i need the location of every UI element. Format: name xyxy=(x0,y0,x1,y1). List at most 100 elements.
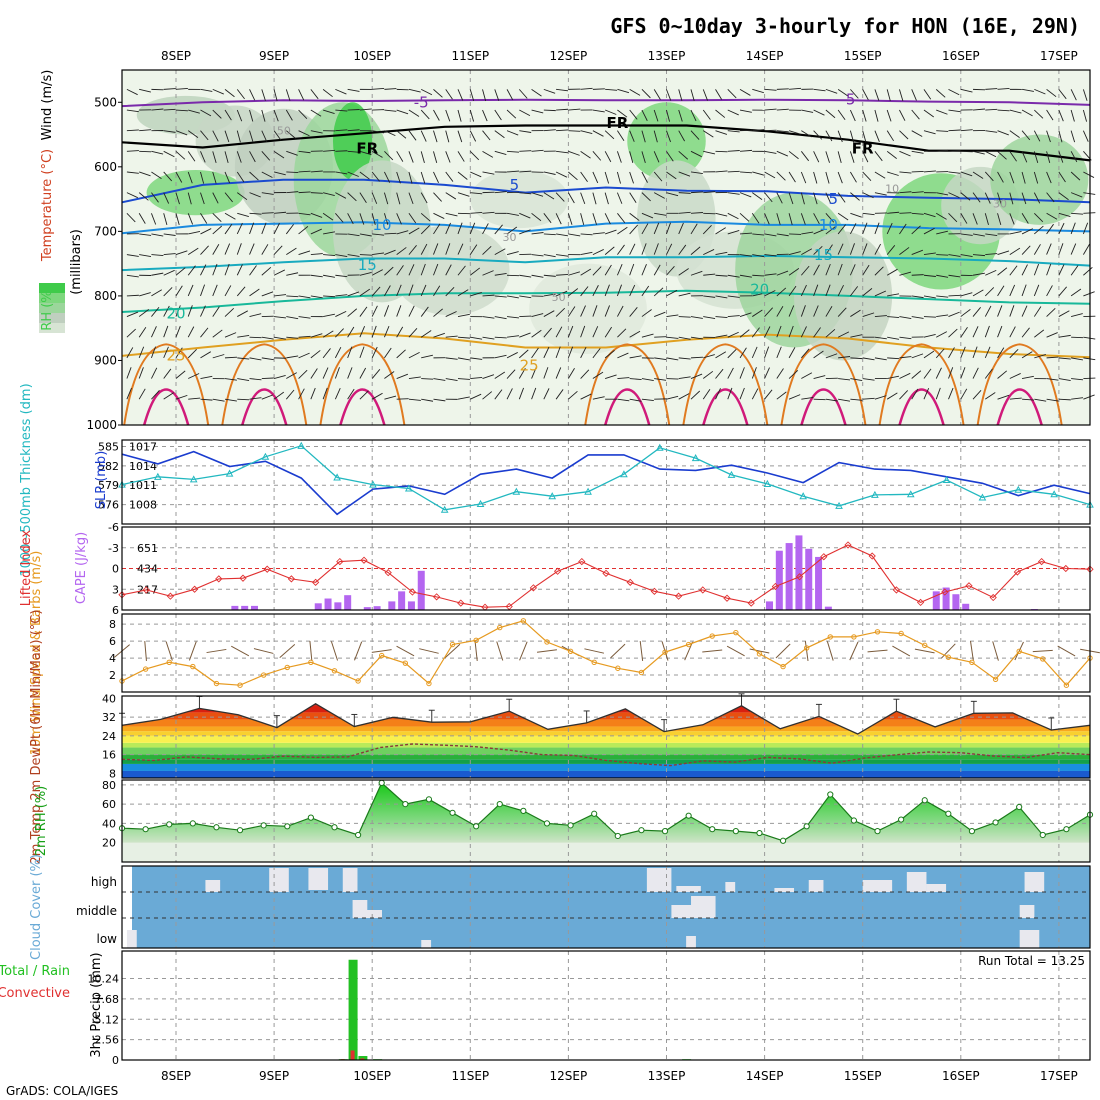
wind-barb xyxy=(604,151,612,163)
wind-barb xyxy=(1009,305,1015,317)
wind-barb xyxy=(849,151,855,163)
wind-barb xyxy=(274,294,287,297)
wind-barb xyxy=(776,270,789,276)
wind-barb xyxy=(421,398,434,402)
wind-barb xyxy=(1009,231,1022,235)
li-point xyxy=(892,586,901,594)
cloud-row-label: low xyxy=(97,932,118,946)
wind-barb xyxy=(1070,265,1079,276)
thickness-point xyxy=(871,490,879,498)
wind-barb xyxy=(678,393,690,400)
wind-barb xyxy=(1009,247,1021,255)
upper-air-panel: 8SEP 9SEP 10SEP 11SEP 12SEP 13SEP 14SEP 15SEP 16… xyxy=(39,49,1096,432)
temp-band xyxy=(122,726,1090,732)
wind-barb xyxy=(224,89,235,98)
wind-barb xyxy=(126,109,139,113)
wind-barb xyxy=(335,294,348,297)
wind-barb xyxy=(948,171,961,174)
x-tick-label-top: 12SEP xyxy=(550,49,588,63)
wind-barb xyxy=(874,89,880,101)
isotherm-label: 10 xyxy=(372,216,391,234)
wind-barb xyxy=(237,398,250,401)
wind-barb xyxy=(1082,89,1088,101)
cape-bar xyxy=(962,603,970,610)
wind-barb xyxy=(629,224,638,235)
wind-speed-point xyxy=(756,651,763,657)
wind-barb xyxy=(886,130,894,142)
li-point xyxy=(674,592,683,600)
temp-band xyxy=(122,763,1090,771)
wind-barb xyxy=(445,243,451,255)
wind-barb xyxy=(923,89,932,100)
wind-barb xyxy=(972,346,978,359)
precip-tick-label: 7.68 xyxy=(95,993,120,1006)
wind-barb xyxy=(850,89,859,99)
wind-barb xyxy=(383,192,389,205)
wind-barb xyxy=(323,254,336,257)
wind-barb xyxy=(788,267,800,276)
wind-barb xyxy=(126,192,138,199)
wind-barb xyxy=(519,332,531,338)
wind-barb xyxy=(506,388,513,400)
wind-barb xyxy=(997,213,1002,225)
wind-barb xyxy=(187,171,193,184)
wind-barb xyxy=(592,192,597,205)
wind-barb xyxy=(800,192,805,205)
precip-total-bar xyxy=(348,959,358,1060)
wind-barb xyxy=(703,354,715,359)
wind-barb xyxy=(212,354,225,359)
cape-bar xyxy=(250,605,258,610)
x-tick-label-bottom: 15SEP xyxy=(844,1069,882,1083)
temp-band xyxy=(122,770,1090,778)
wind-barb xyxy=(163,325,169,338)
wind-barb xyxy=(801,109,814,113)
wind-barb xyxy=(641,378,654,381)
wind-barb xyxy=(323,231,336,235)
wind-barb xyxy=(764,213,770,225)
wind-barb xyxy=(175,192,180,205)
wind-barb xyxy=(383,213,389,225)
wind-barb xyxy=(862,264,870,276)
wind-barb xyxy=(1046,285,1053,297)
surface-wind-barb xyxy=(775,643,791,659)
li-point xyxy=(1037,557,1046,566)
wind-barb xyxy=(666,336,679,339)
thickness-point xyxy=(763,479,772,487)
rh-legend-swatch-cell xyxy=(39,293,65,303)
wind-barb xyxy=(518,89,528,99)
wind-barb xyxy=(739,171,753,174)
wind-barb xyxy=(972,389,982,400)
wind-barb xyxy=(813,130,823,140)
wind-barb xyxy=(126,212,136,223)
thickness-line xyxy=(121,445,1091,511)
wind-barb xyxy=(236,109,243,122)
cape-bar xyxy=(231,605,239,610)
wind-barb xyxy=(126,150,139,152)
wind-barb xyxy=(886,392,898,400)
wind-barb xyxy=(911,274,924,276)
wind-barb xyxy=(163,392,174,400)
upper-air-frame xyxy=(121,69,1091,426)
wind-speed-point xyxy=(638,669,645,676)
wind-barb xyxy=(776,287,787,297)
wind-barb xyxy=(482,294,495,297)
wind-barb xyxy=(935,89,946,98)
wind-barb xyxy=(359,192,367,203)
wind-barb xyxy=(948,254,961,257)
wind-barb xyxy=(1070,109,1075,122)
wind-barb xyxy=(948,367,954,379)
x-tick-label-top: 17SEP xyxy=(1040,49,1078,63)
rh-contour-label: 10 xyxy=(885,183,899,196)
wind-barb xyxy=(187,284,194,297)
wind-barb xyxy=(433,109,440,121)
wind-barb xyxy=(727,295,740,298)
wind-speed-line xyxy=(121,620,1091,687)
wind-barb xyxy=(261,244,269,255)
wind-barb xyxy=(800,284,807,297)
wind-barb xyxy=(1046,307,1056,317)
wind-barb xyxy=(568,150,580,156)
wind-barb xyxy=(285,224,294,235)
wind-barb xyxy=(420,284,427,297)
wind-barb xyxy=(690,373,703,379)
